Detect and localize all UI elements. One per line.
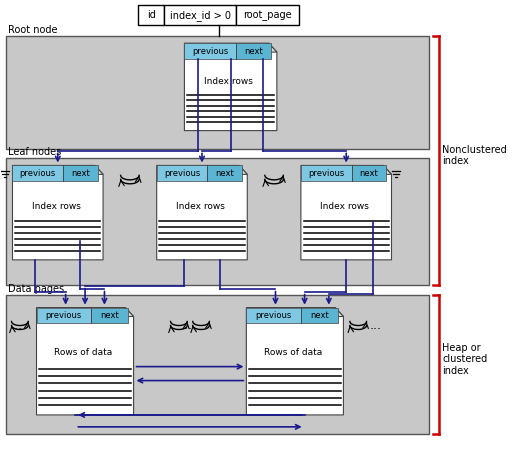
Text: index_id > 0: index_id > 0 <box>170 10 231 21</box>
Text: next: next <box>71 169 90 178</box>
Text: Index rows: Index rows <box>320 202 369 211</box>
Text: Rows of data: Rows of data <box>264 348 322 357</box>
Text: id: id <box>146 10 156 20</box>
FancyBboxPatch shape <box>63 165 98 181</box>
Text: Index rows: Index rows <box>205 78 253 86</box>
Text: Index rows: Index rows <box>176 202 225 211</box>
FancyBboxPatch shape <box>157 165 208 181</box>
Text: next: next <box>359 169 378 178</box>
Polygon shape <box>36 307 134 415</box>
Text: Rows of data: Rows of data <box>54 348 112 357</box>
Polygon shape <box>125 307 134 316</box>
Text: previous: previous <box>164 169 200 178</box>
Text: next: next <box>100 311 119 320</box>
Text: Heap or
clustered
index: Heap or clustered index <box>443 343 488 376</box>
FancyBboxPatch shape <box>301 307 338 323</box>
Polygon shape <box>236 5 299 25</box>
Polygon shape <box>383 165 392 174</box>
Polygon shape <box>301 165 392 260</box>
Text: Leaf nodes: Leaf nodes <box>8 148 61 157</box>
FancyBboxPatch shape <box>91 307 128 323</box>
Polygon shape <box>95 165 103 174</box>
Polygon shape <box>164 5 236 25</box>
FancyBboxPatch shape <box>301 165 352 181</box>
Text: next: next <box>310 311 328 320</box>
Text: Nonclustered
index: Nonclustered index <box>443 145 507 166</box>
Text: previous: previous <box>308 169 344 178</box>
FancyBboxPatch shape <box>352 165 386 181</box>
Text: next: next <box>215 169 234 178</box>
Polygon shape <box>246 307 343 415</box>
Text: root_page: root_page <box>243 10 292 21</box>
Text: ...: ... <box>11 319 23 332</box>
FancyBboxPatch shape <box>36 307 91 323</box>
FancyBboxPatch shape <box>12 165 63 181</box>
Text: previous: previous <box>255 311 291 320</box>
Polygon shape <box>239 165 247 174</box>
Text: previous: previous <box>20 169 56 178</box>
Text: Index rows: Index rows <box>31 202 80 211</box>
FancyBboxPatch shape <box>236 43 271 59</box>
FancyBboxPatch shape <box>246 307 301 323</box>
Text: ...: ... <box>369 319 381 332</box>
Polygon shape <box>268 43 277 52</box>
Text: Root node: Root node <box>8 25 58 35</box>
FancyBboxPatch shape <box>6 295 429 434</box>
Text: next: next <box>244 47 263 55</box>
Polygon shape <box>185 43 277 131</box>
Text: previous: previous <box>46 311 82 320</box>
Text: ...: ... <box>180 319 192 332</box>
Polygon shape <box>138 5 164 25</box>
FancyBboxPatch shape <box>6 36 429 149</box>
FancyBboxPatch shape <box>185 43 236 59</box>
FancyBboxPatch shape <box>6 158 429 285</box>
FancyBboxPatch shape <box>208 165 242 181</box>
Text: previous: previous <box>192 47 228 55</box>
Polygon shape <box>335 307 343 316</box>
Polygon shape <box>157 165 247 260</box>
Polygon shape <box>12 165 103 260</box>
Text: Data pages: Data pages <box>8 284 64 294</box>
